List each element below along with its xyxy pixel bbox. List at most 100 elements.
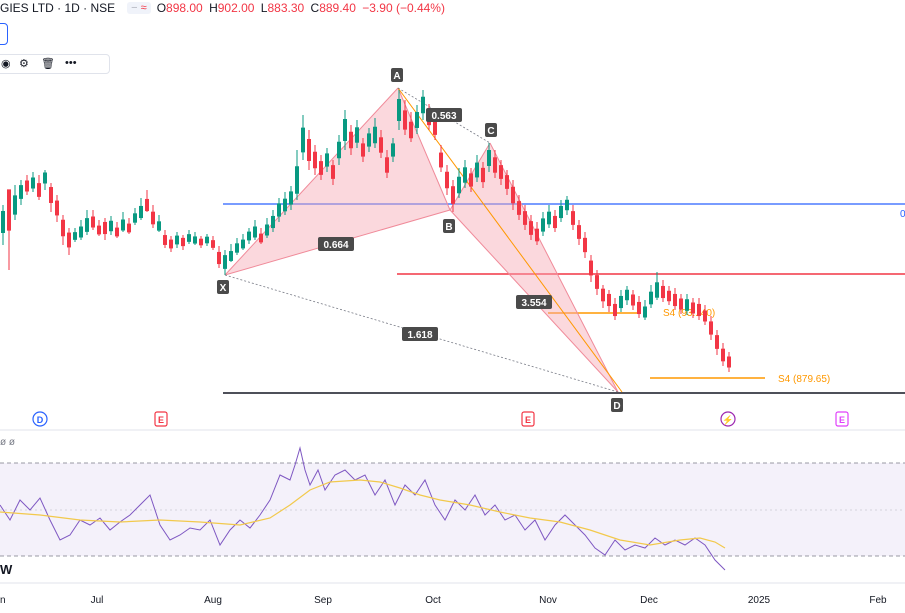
candle-body	[523, 211, 527, 225]
point-label-b: B	[445, 222, 452, 233]
candle	[481, 162, 485, 188]
candle-body	[421, 96, 425, 114]
ratio-label-0-bg	[426, 108, 462, 122]
point-label-d: D	[613, 401, 620, 412]
candle	[667, 286, 671, 305]
candle	[475, 155, 479, 182]
candle	[397, 90, 401, 130]
settings-icon[interactable]: ⚙	[19, 58, 29, 70]
candle-body	[613, 303, 617, 317]
candle	[583, 232, 587, 258]
candle-body	[193, 236, 197, 244]
ratio-label-2: 3.554	[521, 298, 546, 309]
candle	[577, 220, 581, 245]
candle-body	[163, 235, 167, 245]
candle-body	[7, 189, 11, 231]
high-value: 902.00	[217, 1, 255, 15]
candle-body	[517, 201, 521, 215]
candle	[307, 130, 311, 170]
candle-body	[391, 143, 395, 157]
candle-body	[535, 228, 539, 242]
candle-body	[187, 234, 191, 242]
x-tick-label-6: Dec	[640, 595, 658, 606]
candle	[685, 294, 689, 315]
candle-body	[301, 127, 305, 153]
candle-body	[475, 162, 479, 178]
candle	[469, 168, 473, 192]
candle-body	[31, 177, 35, 189]
candle-body	[37, 183, 41, 197]
candle	[205, 234, 209, 246]
event-marker-3	[720, 411, 736, 427]
candle-body	[151, 211, 155, 225]
compare-chip[interactable]: − ≈	[127, 2, 151, 14]
candle-body	[601, 288, 605, 302]
candle	[295, 150, 299, 200]
legend-toggle-button[interactable]	[0, 23, 8, 45]
candle	[559, 200, 563, 222]
candle-body	[79, 226, 83, 238]
candle	[421, 90, 425, 120]
candle	[697, 298, 701, 320]
candle	[703, 305, 707, 325]
candle-body	[397, 99, 401, 121]
candle-body	[55, 200, 59, 216]
candle-body	[223, 255, 227, 269]
trash-icon[interactable]: 🗑	[41, 58, 55, 70]
x-tick-label-8: Feb	[869, 595, 887, 606]
candle	[517, 195, 521, 220]
candle-body	[481, 167, 485, 183]
pattern-triangle-xab	[225, 88, 450, 275]
candle-body	[145, 198, 149, 212]
candle-body	[607, 293, 611, 307]
indicator-header: ø ø	[0, 437, 15, 448]
candle	[451, 180, 455, 212]
candle	[535, 222, 539, 245]
candle	[313, 145, 317, 175]
ohlc-values: O898.00 H902.00 L883.30 C889.40 −3.90 (−…	[157, 1, 448, 15]
candle	[565, 196, 569, 215]
event-marker-2	[521, 411, 535, 427]
candle	[127, 218, 131, 234]
eye-icon[interactable]: ◉	[1, 58, 11, 70]
more-icon[interactable]: •••	[65, 57, 77, 69]
candle	[115, 222, 119, 238]
candle	[163, 230, 167, 248]
rsi-line	[0, 446, 726, 571]
symbol-title[interactable]: GIES LTD · 1D · NSE	[0, 1, 116, 15]
candle-body	[169, 239, 173, 249]
candle-body	[373, 126, 377, 144]
candle-body	[211, 240, 215, 248]
candle	[73, 228, 77, 242]
candle-body	[685, 299, 689, 311]
candle	[655, 272, 659, 300]
candle-body	[727, 356, 731, 368]
candle	[547, 205, 551, 228]
event-marker-label-1: E	[158, 415, 164, 425]
ratio-label-1-bg	[318, 237, 354, 251]
candle	[169, 236, 173, 252]
candle-body	[637, 301, 641, 315]
candle	[7, 189, 11, 270]
candle-body	[85, 218, 89, 232]
open-key: O	[156, 1, 167, 15]
approx-icon: ≈	[140, 2, 147, 14]
ratio-label-2-bg	[516, 295, 552, 309]
point-label-a-bg	[391, 68, 403, 82]
point-label-b-bg	[443, 219, 455, 233]
candle	[331, 160, 335, 185]
candle	[265, 218, 269, 238]
candle-body	[217, 251, 221, 265]
candle-body	[667, 290, 671, 302]
candle	[619, 290, 623, 312]
candle-body	[283, 198, 287, 212]
candle-body	[61, 219, 65, 237]
candle	[139, 198, 143, 220]
candle-body	[433, 121, 437, 135]
candle	[247, 228, 251, 244]
candle-body	[559, 205, 563, 219]
candle	[187, 230, 191, 244]
ratio-label-0: 0.563	[431, 111, 456, 122]
candle	[223, 250, 227, 275]
